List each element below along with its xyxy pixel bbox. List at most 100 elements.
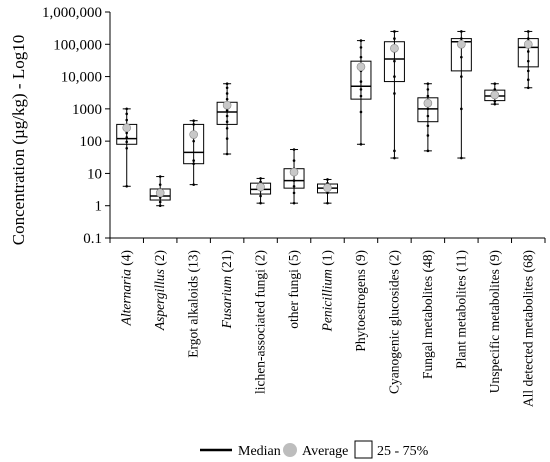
y-tick-label: 1	[95, 199, 103, 215]
box-group	[250, 177, 272, 205]
data-point	[426, 107, 430, 111]
data-point	[359, 46, 363, 49]
data-point	[460, 75, 463, 78]
data-point	[125, 184, 129, 188]
category-label-count: (2)	[152, 250, 167, 269]
data-point	[460, 55, 463, 59]
data-point	[125, 136, 129, 139]
box-group	[317, 178, 338, 205]
category-label: Phytoestrogens (9)	[353, 250, 368, 352]
box-iqr	[383, 41, 405, 83]
y-tick-label: 1,000,000	[42, 5, 102, 21]
data-point	[426, 88, 430, 91]
data-point	[426, 94, 430, 98]
data-point	[393, 75, 396, 78]
box-iqr	[350, 60, 372, 100]
category-label-genus: Alternaria	[119, 269, 134, 326]
category-label: Cyanogenic glucosides (2)	[386, 250, 401, 394]
data-point	[158, 175, 162, 178]
y-tick-label: 100,000	[53, 37, 102, 53]
data-point	[225, 82, 229, 86]
category-label: Unspecific metabolites (9)	[487, 250, 502, 393]
y-tick-label: 0.1	[83, 231, 102, 247]
legend-average-label: Average	[302, 444, 348, 459]
data-point	[426, 124, 430, 128]
average-marker	[523, 39, 533, 49]
data-point	[158, 204, 162, 208]
category-label-genus: Penicillium	[320, 269, 335, 332]
average-marker	[390, 44, 399, 53]
data-point	[225, 92, 229, 95]
data-point	[125, 140, 129, 144]
data-point	[426, 149, 430, 153]
data-point	[359, 39, 363, 42]
average-marker	[356, 62, 366, 72]
data-point	[225, 97, 229, 101]
box-group	[149, 175, 171, 208]
data-point	[225, 86, 229, 90]
data-point	[225, 126, 229, 130]
legend: Median Average 25 - 75%	[200, 440, 429, 459]
data-point	[426, 82, 430, 86]
category-label: Alternaria (4)	[119, 250, 134, 326]
data-point	[192, 162, 195, 166]
box-group	[283, 148, 305, 205]
data-point	[493, 100, 497, 103]
box-group	[484, 82, 506, 106]
average-marker	[423, 98, 433, 108]
legend-box-swatch	[354, 440, 373, 459]
data-point	[259, 201, 262, 205]
category-labels: Alternaria (4) Aspergillus (2) Ergot alkal…	[119, 250, 536, 407]
y-tick-label: 100	[80, 134, 103, 150]
data-point	[125, 112, 129, 116]
data-point	[259, 180, 262, 184]
category-label: Fusarium (21)	[219, 250, 234, 329]
average-marker	[490, 90, 500, 100]
data-point	[493, 82, 497, 86]
box-iqr	[417, 97, 439, 123]
data-point	[426, 134, 430, 137]
category-label: All detected metabolites (68)	[520, 250, 535, 407]
data-point	[393, 59, 396, 63]
average-marker	[155, 188, 165, 198]
data-point	[526, 59, 530, 63]
data-point	[460, 30, 463, 33]
data-point	[192, 139, 195, 143]
data-point	[359, 88, 363, 91]
box-group	[517, 30, 539, 90]
average-marker	[256, 182, 265, 192]
data-point	[326, 178, 329, 181]
data-point	[426, 114, 430, 118]
data-point	[125, 107, 129, 111]
data-point	[292, 201, 296, 205]
data-point	[192, 159, 195, 162]
average-marker	[457, 39, 466, 49]
box-group	[450, 30, 472, 160]
data-point	[292, 179, 296, 182]
data-point	[259, 194, 262, 198]
category-label-count: (1)	[320, 250, 335, 269]
category-label-genus: Fusarium	[219, 276, 234, 330]
average-marker	[189, 130, 198, 139]
data-point	[292, 159, 296, 162]
data-point	[125, 118, 129, 122]
box-group	[417, 82, 439, 153]
category-label: Ergot alkaloids (13)	[186, 250, 201, 358]
category-label: Plant metabolites (11)	[453, 250, 468, 369]
data-point	[460, 107, 463, 111]
category-label: Aspergillus (2)	[152, 250, 167, 331]
category-label-count: (4)	[119, 250, 134, 269]
legend-box-label: 25 - 75%	[377, 444, 429, 459]
y-tick-label: 10,000	[61, 70, 102, 86]
average-marker	[122, 123, 132, 133]
category-label: Penicillium (1)	[320, 250, 335, 332]
y-axis-label: Concentration (µg/kg) - Log10	[9, 35, 28, 245]
data-point	[460, 156, 463, 160]
average-marker	[323, 183, 332, 193]
data-point	[393, 156, 396, 160]
data-point	[192, 183, 195, 186]
data-point	[125, 131, 129, 135]
box-group	[383, 30, 405, 160]
category-label: lichen-associated fungi (2)	[253, 250, 268, 394]
